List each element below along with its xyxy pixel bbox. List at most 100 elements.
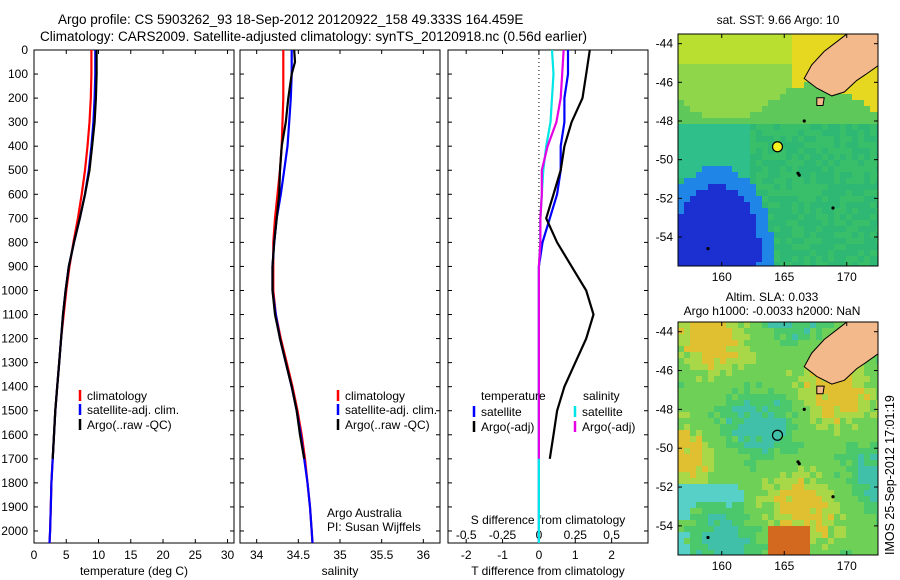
map-cell: [816, 214, 823, 221]
map-cell: [810, 334, 817, 341]
map-cell: [774, 478, 781, 485]
map-cell: [732, 46, 739, 53]
map-cell: [714, 442, 721, 449]
map-cell: [750, 70, 757, 77]
map-cell: [696, 526, 703, 533]
map-cell: [876, 64, 878, 71]
map-cell: [744, 448, 751, 455]
map-cell: [768, 472, 775, 479]
map-cell: [804, 100, 811, 107]
map-cell: [828, 466, 835, 473]
map-cell: [684, 370, 691, 377]
map-cell: [846, 550, 853, 555]
map-cell: [690, 538, 697, 545]
map-cell: [786, 532, 793, 539]
map-cell: [780, 58, 787, 65]
map-cell: [864, 232, 871, 239]
map-cell: [876, 472, 878, 479]
map-cell: [762, 436, 769, 443]
annotation-line: PI: Susan Wijffels: [327, 520, 421, 534]
map-cell: [786, 196, 793, 203]
map-cell: [702, 484, 709, 491]
map-cell: [876, 454, 878, 461]
map-cell: [714, 496, 721, 503]
map-cell: [822, 202, 829, 209]
map-cell: [720, 190, 727, 197]
map-cell: [702, 250, 709, 257]
map-cell: [804, 346, 811, 353]
map-cell: [816, 124, 823, 131]
map-cell: [714, 238, 721, 245]
map-cell: [750, 64, 757, 71]
map-cell: [696, 364, 703, 371]
map-cell: [822, 436, 829, 443]
map-cell: [768, 34, 775, 41]
x-tick-label: 35.5: [370, 548, 394, 562]
map-cell: [732, 58, 739, 65]
map-cell: [834, 526, 841, 533]
map-cell: [804, 136, 811, 143]
map-cell: [720, 166, 727, 173]
map-cell: [822, 406, 829, 413]
map-cell: [684, 454, 691, 461]
map-cell: [678, 202, 685, 209]
map-cell: [678, 112, 685, 119]
map-cell: [828, 544, 835, 551]
map-cell: [756, 418, 763, 425]
map-cell: [840, 148, 847, 155]
map-cell: [696, 88, 703, 95]
map-cell: [792, 418, 799, 425]
map-cell: [810, 328, 817, 335]
series-line-0: [48, 50, 93, 543]
map-cell: [738, 466, 745, 473]
map-cell: [828, 388, 835, 395]
map-cell: [696, 142, 703, 149]
map-cell: [780, 208, 787, 215]
map-cell: [726, 400, 733, 407]
map-cell: [738, 190, 745, 197]
map-cell: [744, 214, 751, 221]
map-cell: [720, 250, 727, 257]
map-cell: [798, 88, 805, 95]
map-cell: [738, 394, 745, 401]
map-cell: [870, 460, 877, 467]
map-cell: [816, 148, 823, 155]
map-cell: [846, 196, 853, 203]
map-cell: [840, 424, 847, 431]
y-tick-label: 1900: [1, 500, 28, 514]
map-cell: [828, 532, 835, 539]
map-cell: [864, 478, 871, 485]
map-cell: [792, 442, 799, 449]
map-cell: [810, 232, 817, 239]
map-cell: [804, 544, 811, 551]
map-cell: [684, 394, 691, 401]
map-cell: [786, 220, 793, 227]
map-cell: [678, 388, 685, 395]
map-cell: [732, 184, 739, 191]
map-cell: [678, 394, 685, 401]
map-cell: [810, 454, 817, 461]
map-cell: [780, 364, 787, 371]
map-cell: [816, 52, 823, 59]
map-cell: [828, 238, 835, 245]
map-cell: [846, 376, 853, 383]
map-cell: [744, 442, 751, 449]
map-cell: [798, 436, 805, 443]
map-cell: [798, 454, 805, 461]
map-cell: [858, 238, 865, 245]
map-cell: [828, 454, 835, 461]
map-cell: [858, 124, 865, 131]
map-cell: [756, 40, 763, 47]
map-cell: [678, 82, 685, 89]
map-cell: [876, 142, 878, 149]
map-cell: [822, 520, 829, 527]
map-cell: [696, 130, 703, 137]
map-cell: [822, 148, 829, 155]
map-cell: [708, 454, 715, 461]
map-cell: [834, 142, 841, 149]
map-cell: [768, 238, 775, 245]
map-cell: [792, 40, 799, 47]
map-cell: [738, 232, 745, 239]
map-cell: [690, 436, 697, 443]
map-cell: [702, 352, 709, 359]
